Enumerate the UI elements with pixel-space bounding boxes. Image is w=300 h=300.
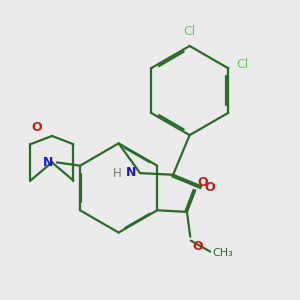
Text: N: N <box>126 166 136 178</box>
Text: O: O <box>205 182 215 194</box>
Text: O: O <box>32 121 42 134</box>
Text: O: O <box>192 240 202 253</box>
Text: H: H <box>113 167 122 180</box>
Text: Cl: Cl <box>184 25 196 38</box>
Text: CH₃: CH₃ <box>213 248 233 258</box>
Text: Cl: Cl <box>236 58 249 71</box>
Text: O: O <box>198 176 208 189</box>
Text: N: N <box>43 156 53 169</box>
